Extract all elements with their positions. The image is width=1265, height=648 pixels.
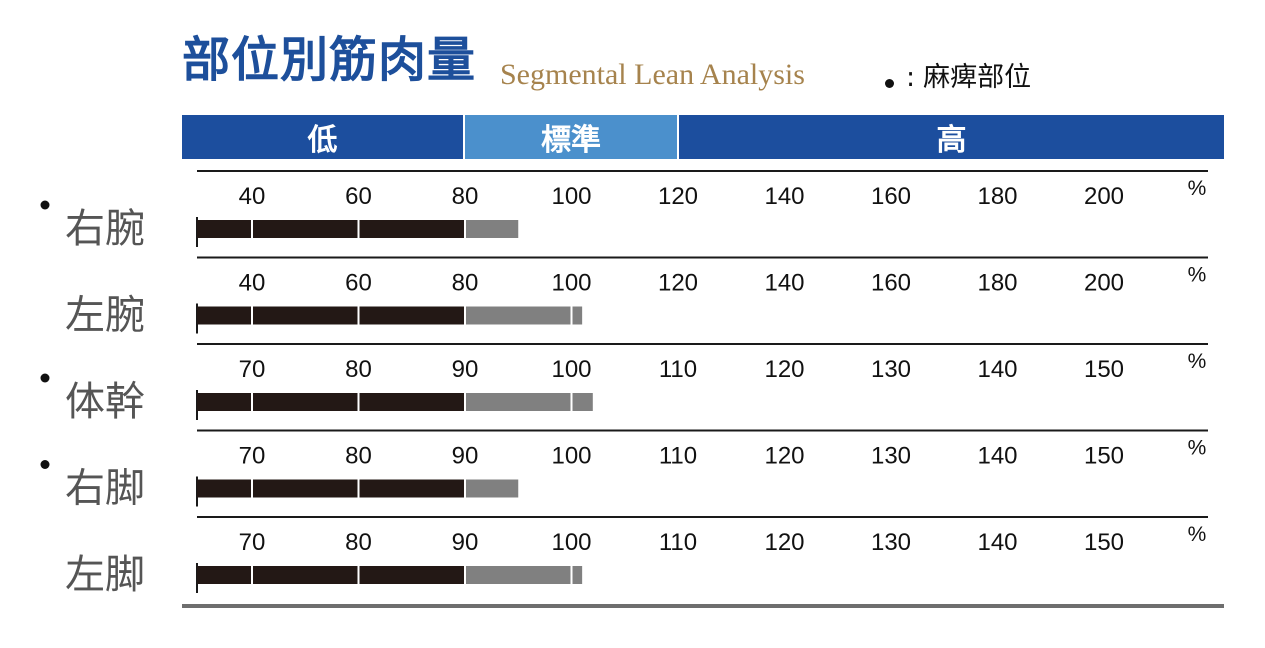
tick-label: 120	[658, 183, 698, 210]
row-label: 右脚	[65, 466, 145, 512]
tick-label: 130	[871, 529, 911, 556]
tick-label: 130	[871, 356, 911, 383]
tick-label: 160	[871, 270, 911, 297]
tick-label: 140	[977, 529, 1017, 556]
legend-text: 麻痺部位	[923, 62, 1032, 93]
tick-label: 180	[977, 270, 1017, 297]
tick-label: 120	[764, 443, 804, 470]
tick-label: 90	[452, 443, 479, 470]
unit-label: %	[1188, 177, 1207, 200]
tick-label: 40	[239, 270, 266, 297]
tick-label: 60	[345, 183, 372, 210]
tick-label: 80	[452, 270, 479, 297]
bar-segment-low	[197, 220, 465, 238]
bar-segment-low	[197, 566, 465, 584]
row-label: 左脚	[65, 552, 145, 598]
bar-segment-standard	[465, 566, 583, 584]
bullet-icon	[885, 79, 894, 88]
tick-label: 110	[659, 529, 697, 556]
tick-label: 150	[1084, 529, 1124, 556]
bar-segment-standard	[465, 306, 583, 325]
row-label: 右腕	[65, 206, 145, 252]
tick-label: 70	[239, 356, 266, 383]
tick-label: 100	[551, 183, 591, 210]
tick-label: 80	[345, 443, 372, 470]
tick-label: 100	[551, 356, 591, 383]
tick-label: 40	[239, 183, 266, 210]
tick-label: 80	[452, 183, 479, 210]
tick-label: 100	[551, 270, 591, 297]
legend: : 麻痺部位	[885, 64, 1031, 91]
bar-segment-standard	[465, 479, 519, 498]
legend-separator: :	[906, 62, 916, 93]
bar-segment-standard	[465, 393, 593, 411]
tick-label: 140	[977, 356, 1017, 383]
tick-label: 120	[658, 270, 698, 297]
tick-label: 150	[1084, 356, 1124, 383]
tick-label: 160	[871, 183, 911, 210]
band-high: 高	[679, 115, 1224, 159]
tick-label: 140	[764, 270, 804, 297]
tick-label: 70	[239, 529, 266, 556]
row-label: 左腕	[65, 293, 145, 339]
tick-label: 70	[239, 443, 266, 470]
bar-segment-low	[197, 393, 465, 411]
tick-label: 150	[1084, 443, 1124, 470]
tick-label: 130	[871, 443, 911, 470]
tick-label: 100	[551, 529, 591, 556]
tick-label: 80	[345, 529, 372, 556]
unit-label: %	[1188, 523, 1207, 546]
tick-label: 80	[345, 356, 372, 383]
tick-label: 90	[452, 356, 479, 383]
tick-label: 180	[977, 183, 1017, 210]
band-standard: 標準	[465, 115, 679, 159]
band-low: 低	[182, 115, 465, 159]
row-label: 体幹	[65, 379, 145, 425]
unit-label: %	[1188, 264, 1207, 287]
tick-label: 90	[452, 529, 479, 556]
tick-label: 120	[764, 356, 804, 383]
paralysis-marker-icon	[40, 200, 50, 210]
tick-label: 110	[659, 443, 697, 470]
unit-label: %	[1188, 437, 1207, 460]
tick-label: 140	[764, 183, 804, 210]
tick-label: 100	[551, 443, 591, 470]
bar-segment-standard	[465, 220, 519, 238]
paralysis-marker-icon	[40, 373, 50, 383]
tick-label: 200	[1084, 183, 1124, 210]
tick-label: 60	[345, 270, 372, 297]
paralysis-marker-icon	[40, 460, 50, 469]
tick-label: 140	[977, 443, 1017, 470]
tick-label: 120	[764, 529, 804, 556]
bar-segment-low	[197, 306, 465, 325]
bar-segment-low	[197, 479, 465, 498]
tick-label: 110	[659, 356, 697, 383]
tick-label: 200	[1084, 270, 1124, 297]
unit-label: %	[1188, 350, 1207, 373]
chart-title-japanese: 部位別筋肉量	[182, 32, 477, 88]
chart-title-english: Segmental Lean Analysis	[500, 58, 805, 91]
